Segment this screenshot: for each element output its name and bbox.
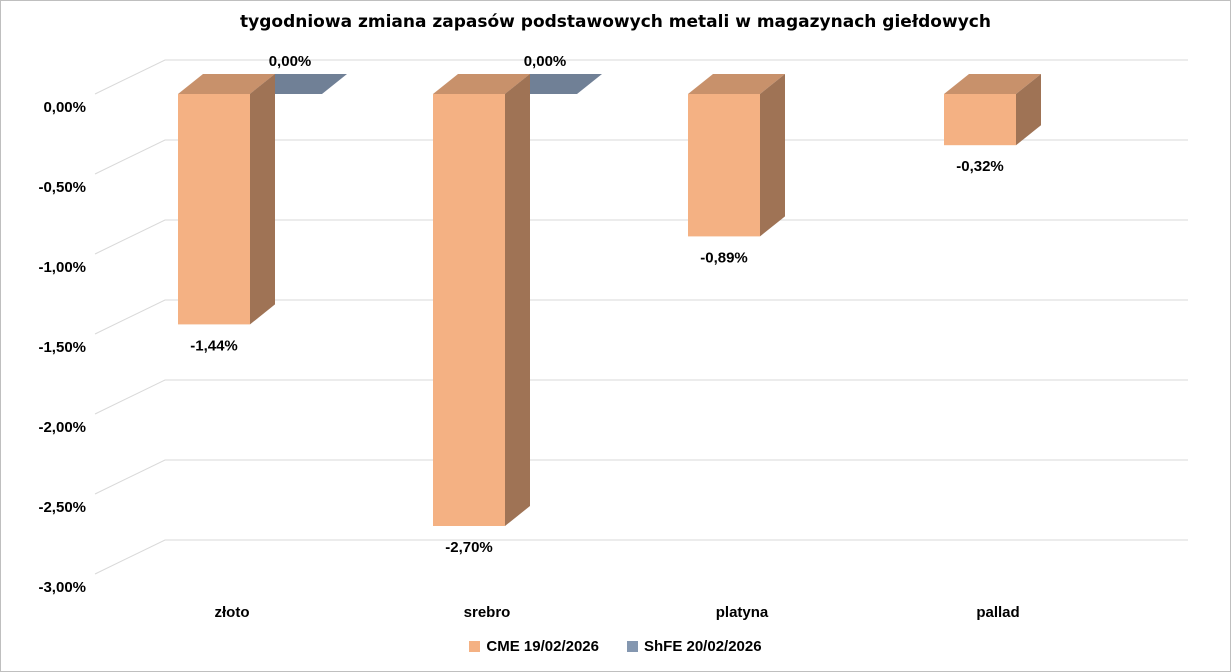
label-layer: -1,44% 0,00% złoto -2,70% 0,00% srebro -0,89% p… — [190, 53, 1019, 621]
legend-label-shfe: ShFE 20/02/2026 — [644, 638, 762, 655]
gridline — [94, 299, 1188, 335]
bar-cme-3-side — [1016, 74, 1041, 146]
y-tick-label: 0,00% — [43, 99, 86, 116]
data-label-cme-2: -0,89% — [700, 249, 748, 266]
legend-item-shfe: ShFE 20/02/2026 — [627, 638, 762, 655]
bar-cme-0-top — [178, 74, 275, 94]
data-label-shfe-1: 0,00% — [524, 53, 567, 70]
y-tick-label: -2,00% — [38, 419, 86, 436]
data-label-cme-3: -0,32% — [956, 158, 1004, 175]
bar-cme-3-top — [944, 74, 1041, 94]
data-label-shfe-0: 0,00% — [269, 53, 312, 70]
bar-cme-0-front — [178, 94, 250, 325]
x-category-label: złoto — [215, 604, 250, 621]
bar-layer — [178, 74, 1041, 526]
bar-cme-1-front — [433, 94, 505, 526]
bar-cme-2-top — [688, 74, 785, 94]
bar-cme-0-side — [250, 74, 275, 325]
bar-cme-1-side — [505, 74, 530, 526]
y-tick-label: -1,50% — [38, 339, 86, 356]
x-category-label: platyna — [716, 604, 769, 621]
y-tick-label: -3,00% — [38, 579, 86, 596]
bar-cme-3-front — [944, 94, 1016, 146]
x-category-label: pallad — [976, 604, 1019, 621]
gridline — [94, 59, 1188, 95]
bar-cme-2-front — [688, 94, 760, 237]
y-tick-label: -0,50% — [38, 179, 86, 196]
bar-cme-1-top — [433, 74, 530, 94]
gridline — [94, 139, 1188, 175]
legend-item-cme: CME 19/02/2026 — [469, 638, 599, 655]
legend-swatch-cme — [469, 641, 481, 652]
y-tick-label: -1,00% — [38, 259, 86, 276]
bar-cme-2-side — [760, 74, 785, 237]
legend-swatch-shfe — [627, 641, 638, 652]
x-category-label: srebro — [464, 604, 511, 621]
gridline — [94, 379, 1188, 415]
data-label-cme-0: -1,44% — [190, 337, 238, 354]
gridline — [94, 459, 1188, 495]
grid-layer: 0,00% -0,50% -1,00% -1,50% -2,00% -2,50% -3,00… — [38, 59, 1188, 596]
chart-title: tygodniowa zmiana zapasów podstawowych m… — [240, 12, 991, 32]
legend-label-cme: CME 19/02/2026 — [486, 638, 599, 655]
data-label-cme-1: -2,70% — [445, 539, 493, 556]
gridline — [94, 219, 1188, 255]
y-tick-label: -2,50% — [38, 499, 86, 516]
legend: CME 19/02/2026 ShFE 20/02/2026 — [0, 638, 1231, 655]
gridline — [94, 539, 1188, 575]
